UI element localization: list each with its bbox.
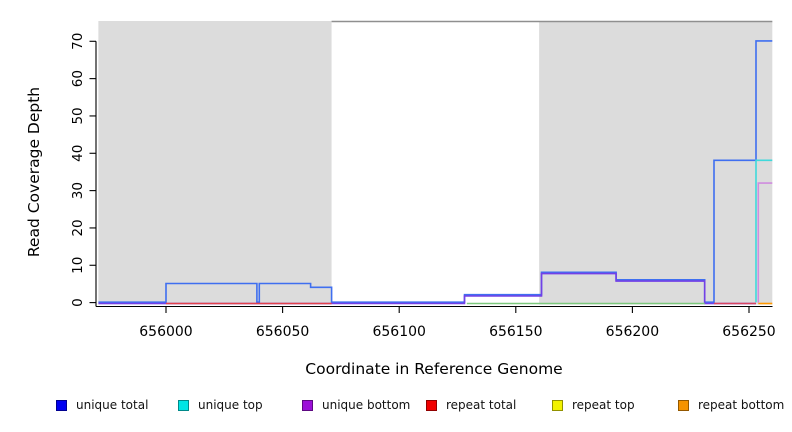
legend: unique total unique top unique bottom repea… [0,396,792,418]
legend-label: unique top [198,398,263,412]
series-unique-top [755,159,773,303]
x-tick-label: 656000 [139,324,192,340]
x-tick-label: 656200 [606,324,659,340]
x-axis-title: Coordinate in Reference Genome [305,360,563,378]
legend-swatch [178,399,189,411]
legend-label: repeat top [572,398,635,412]
legend-swatch [552,399,563,411]
y-tick-label: 40 [70,145,86,162]
y-tick-label: 30 [70,182,86,199]
x-tick-label: 656050 [256,324,309,340]
y-tick-label: 50 [70,107,86,124]
y-tick-label: 60 [70,70,86,87]
y-axis-title: Read Coverage Depth [25,86,43,258]
y-tick-label: 70 [70,33,86,50]
legend-swatch [56,399,67,411]
legend-swatch [426,399,437,411]
legend-label: unique total [76,398,149,412]
x-tick-label: 656100 [372,324,425,340]
legend-swatch [678,399,689,411]
legend-item-unique-top: unique top [178,396,263,414]
legend-swatch [302,399,313,411]
legend-label: repeat total [446,398,517,412]
legend-item-repeat-total: repeat total [426,396,516,414]
y-tick-label: 10 [70,257,86,274]
right-gray-block [539,21,773,305]
legend-item-unique-bottom: unique bottom [302,396,410,414]
y-tick-label: 20 [70,219,86,236]
y-tick-label: 0 [70,298,86,307]
x-tick-label: 656250 [722,324,775,340]
legend-item-repeat-bottom: repeat bottom [678,396,784,414]
legend-label: repeat bottom [698,398,785,412]
x-tick-label: 656150 [489,324,542,340]
legend-item-unique-total: unique total [56,396,148,414]
series-plum-right-step [757,182,773,303]
series-unique-bottom [98,272,756,305]
left-gray-block [98,21,332,305]
legend-item-repeat-top: repeat top [552,396,635,414]
legend-label: unique bottom [322,398,411,412]
